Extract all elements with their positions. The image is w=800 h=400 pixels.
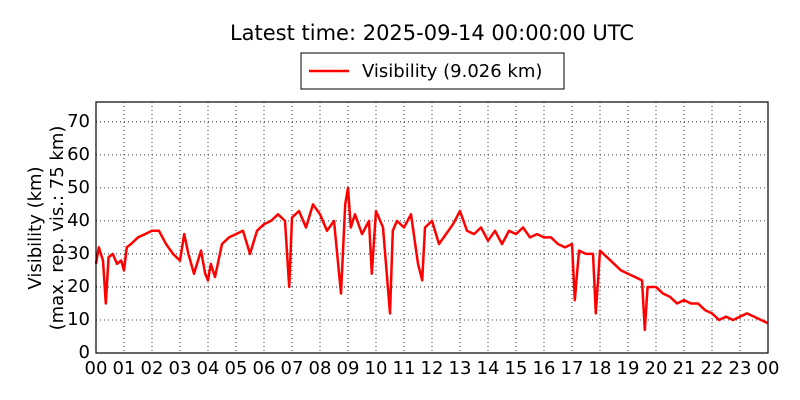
x-tick-label: 18: [589, 358, 612, 379]
y-tick-label: 10: [67, 309, 90, 330]
chart-title: Latest time: 2025-09-14 00:00:00 UTC: [230, 21, 634, 45]
x-tick-label: 10: [365, 358, 388, 379]
x-tick-label: 02: [141, 358, 164, 379]
x-tick-label: 04: [197, 358, 220, 379]
x-tick-label: 22: [701, 358, 724, 379]
x-tick-label: 06: [253, 358, 276, 379]
x-tick-label: 12: [421, 358, 444, 379]
y-tick-label: 0: [79, 342, 90, 363]
x-tick-label: 03: [169, 358, 192, 379]
y-axis-label: Visibility (km): [25, 166, 46, 289]
x-tick-label: 09: [337, 358, 360, 379]
x-tick-label: 14: [477, 358, 500, 379]
x-tick-label: 07: [281, 358, 304, 379]
legend-label: Visibility (9.026 km): [362, 61, 542, 82]
x-tick-label: 13: [449, 358, 472, 379]
y-tick-label: 50: [67, 177, 90, 198]
x-tick-label: 21: [673, 358, 696, 379]
x-tick-label: 20: [645, 358, 668, 379]
x-tick-label: 16: [533, 358, 556, 379]
y-tick-label: 20: [67, 276, 90, 297]
y-axis-label: (max. rep. vis.: 75 km): [47, 126, 68, 331]
y-tick-label: 70: [67, 111, 90, 132]
x-tick-label: 11: [393, 358, 416, 379]
x-tick-label: 08: [309, 358, 332, 379]
y-tick-label: 30: [67, 243, 90, 264]
x-tick-label: 23: [729, 358, 752, 379]
x-tick-label: 00: [757, 358, 780, 379]
x-tick-label: 15: [505, 358, 528, 379]
x-tick-label: 19: [617, 358, 640, 379]
x-tick-label: 05: [225, 358, 248, 379]
y-tick-label: 40: [67, 210, 90, 231]
data-line: [94, 186, 769, 332]
x-tick-label: 00: [85, 358, 108, 379]
x-tick-label: 01: [113, 358, 136, 379]
plot-frame: [95, 101, 769, 354]
y-tick-label: 60: [67, 144, 90, 165]
x-tick-label: 17: [561, 358, 584, 379]
